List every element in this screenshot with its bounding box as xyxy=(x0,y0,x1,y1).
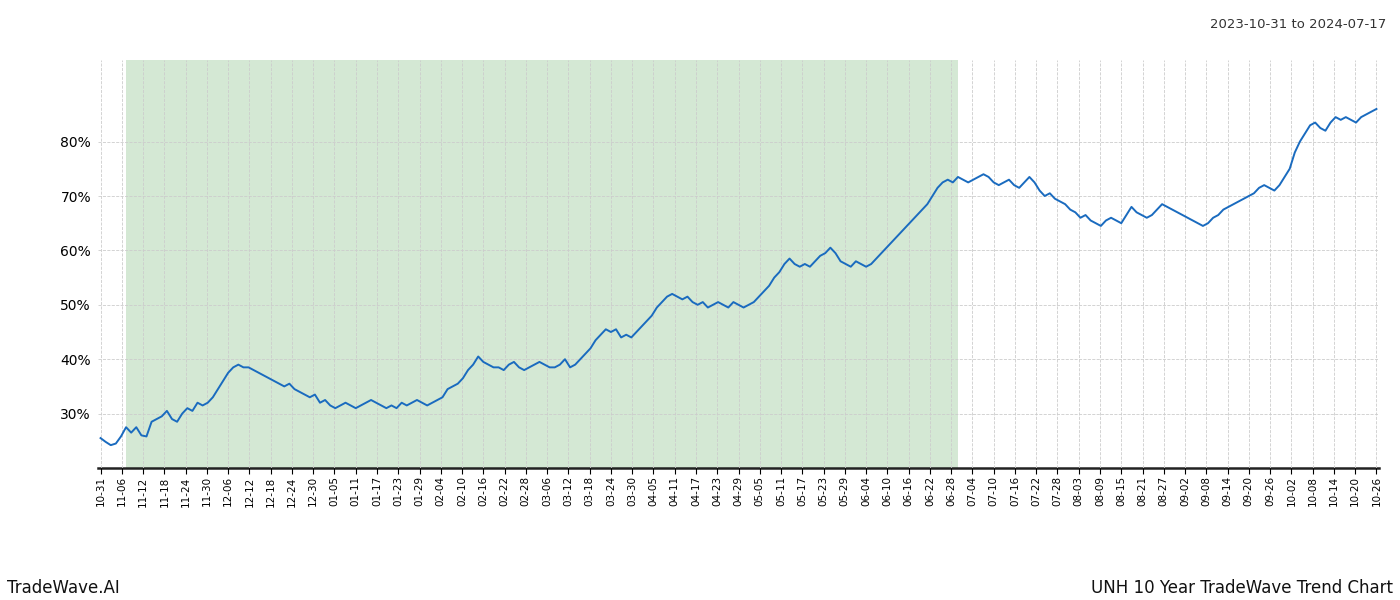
Text: TradeWave.AI: TradeWave.AI xyxy=(7,579,120,597)
Text: UNH 10 Year TradeWave Trend Chart: UNH 10 Year TradeWave Trend Chart xyxy=(1091,579,1393,597)
Text: 2023-10-31 to 2024-07-17: 2023-10-31 to 2024-07-17 xyxy=(1210,18,1386,31)
Bar xyxy=(126,60,958,468)
